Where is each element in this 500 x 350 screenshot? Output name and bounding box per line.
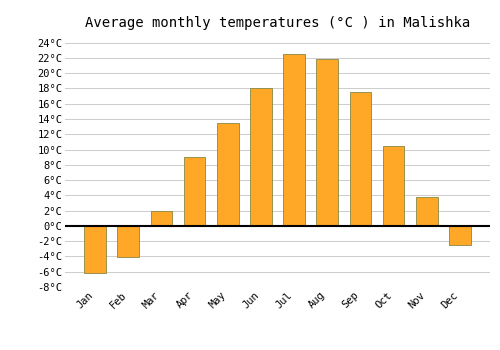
Bar [150,211,172,226]
Bar [217,123,238,226]
Bar [316,60,338,226]
Bar [284,54,305,226]
Bar [350,92,371,226]
Bar [250,89,272,226]
Bar [449,226,470,245]
Bar [416,197,438,226]
Title: Average monthly temperatures (°C ) in Malishka: Average monthly temperatures (°C ) in Ma… [85,16,470,30]
Bar [84,226,106,273]
Bar [184,157,206,226]
Bar [118,226,139,257]
Bar [383,146,404,226]
